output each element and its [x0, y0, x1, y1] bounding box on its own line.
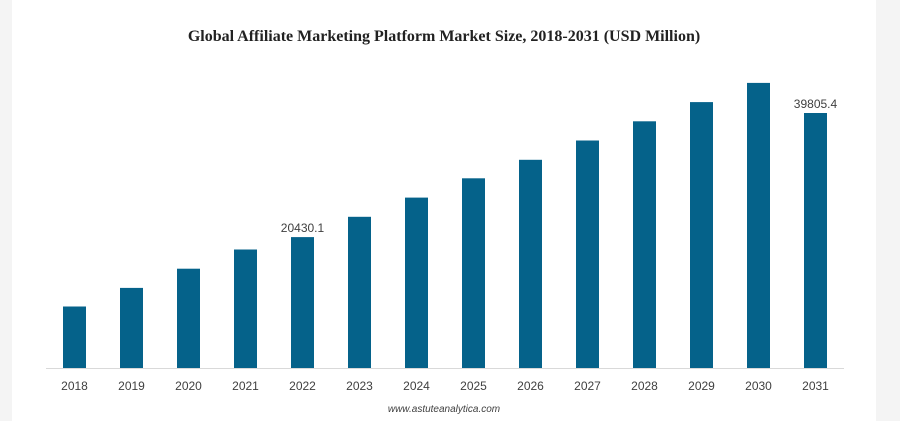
bar-2031 — [804, 113, 827, 368]
x-tick-label-2025: 2025 — [460, 379, 487, 393]
bar-chart: 2018 2019 2020 2021 2022 2023 2024 2025 2026 2027… — [46, 82, 844, 393]
x-tick-label-2023: 2023 — [346, 379, 373, 393]
bar-2020 — [177, 268, 200, 368]
bar-2021 — [234, 249, 257, 368]
x-tick-label-2018: 2018 — [61, 379, 88, 393]
x-tick-label-2022: 2022 — [289, 379, 316, 393]
bar-2030 — [747, 82, 770, 369]
x-tick-label-2028: 2028 — [631, 379, 658, 393]
chart-title: Global Affiliate Marketing Platform Mark… — [187, 28, 701, 45]
bar-2027 — [576, 140, 599, 368]
data-label-2022: 20430.1 — [281, 221, 325, 235]
bar-2025 — [462, 178, 485, 368]
x-tick-label-2021: 2021 — [232, 379, 259, 393]
x-tick-label-2031: 2031 — [802, 379, 829, 393]
x-tick-label-2020: 2020 — [175, 379, 202, 393]
bar-2022 — [291, 237, 314, 368]
watermark: www.astuteanalytica.com — [387, 404, 501, 415]
bar-2018 — [63, 306, 86, 368]
x-tick-label-2029: 2029 — [688, 379, 715, 393]
x-tick-label-2024: 2024 — [403, 379, 430, 393]
bar-2026 — [519, 159, 542, 368]
data-label-2031: 39805.4 — [794, 97, 838, 111]
x-tick-label-2026: 2026 — [517, 379, 544, 393]
bar-2024 — [405, 197, 428, 368]
bar-2028 — [633, 121, 656, 368]
x-tick-label-2030: 2030 — [745, 379, 772, 393]
bar-2023 — [348, 216, 371, 368]
x-tick-label-2027: 2027 — [574, 379, 601, 393]
bar-2029 — [690, 102, 713, 368]
bar-2019 — [120, 287, 143, 368]
chart-card: Global Affiliate Marketing Platform Mark… — [12, 0, 876, 421]
x-tick-label-2019: 2019 — [118, 379, 145, 393]
